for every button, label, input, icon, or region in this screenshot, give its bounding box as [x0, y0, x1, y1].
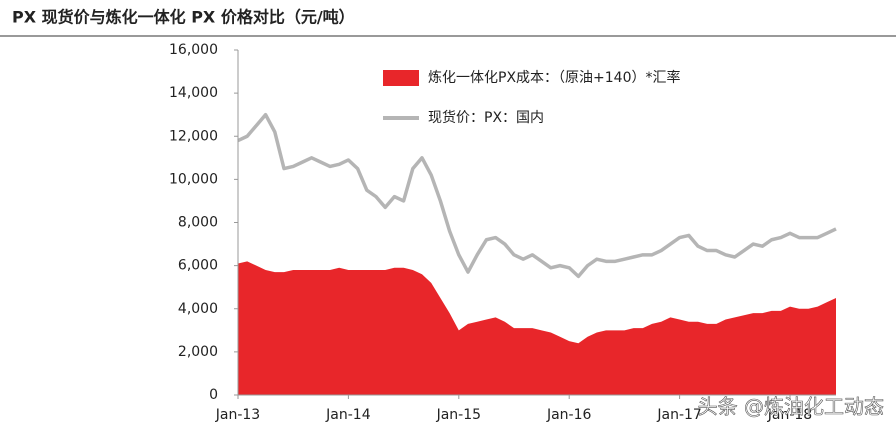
cost-area	[238, 261, 836, 395]
legend-swatch	[383, 70, 419, 86]
y-tick-label: 16,000	[169, 42, 218, 58]
y-tick-label: 12,000	[169, 128, 218, 144]
y-tick-label: 0	[209, 387, 218, 403]
x-tick-label: Jan-17	[656, 407, 701, 423]
legend-label: 现货价：PX：国内	[428, 109, 544, 126]
watermark: 头条 @炼油化工动态	[698, 395, 884, 419]
spot-line	[237, 112, 837, 279]
y-tick-label: 10,000	[169, 171, 218, 187]
x-tick-label: Jan-15	[436, 407, 481, 423]
legend-label: 炼化一体化PX成本：（原油+140）*汇率	[428, 69, 681, 86]
x-tick-label: Jan-16	[546, 407, 592, 423]
y-tick-label: 8,000	[178, 215, 218, 231]
y-tick-label: 4,000	[178, 301, 218, 317]
y-tick-label: 14,000	[169, 85, 218, 101]
y-tick-label: 6,000	[178, 258, 218, 274]
chart-title: PX 现货价与炼化一体化 PX 价格对比（元/吨）	[12, 8, 355, 27]
x-tick-label: Jan-13	[215, 407, 260, 423]
y-tick-label: 2,000	[178, 344, 218, 360]
x-tick-label: Jan-18	[767, 407, 812, 423]
x-tick-label: Jan-14	[325, 407, 371, 423]
